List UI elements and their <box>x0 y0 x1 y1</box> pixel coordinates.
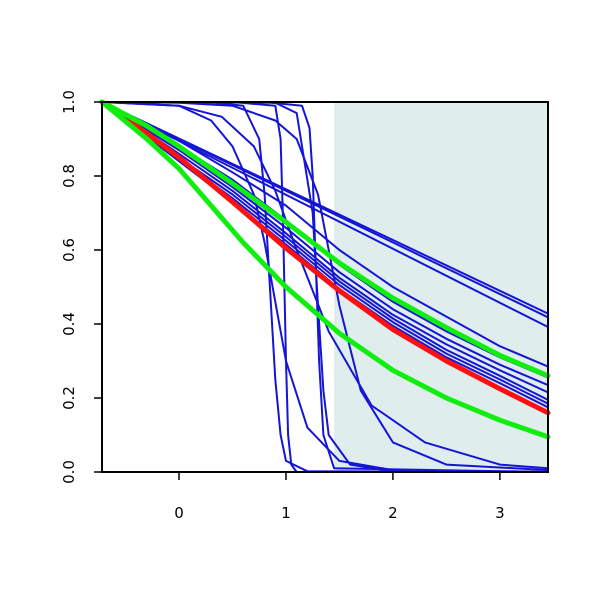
blue-series-line-16 <box>101 101 549 473</box>
x-tick-label: 2 <box>388 504 398 522</box>
plot-frame <box>101 101 549 473</box>
green-series-line-19 <box>99 99 551 379</box>
blue-series-line-12 <box>101 101 549 472</box>
blue-series-line-14 <box>101 101 549 473</box>
x-tick-label: 1 <box>281 504 291 522</box>
shaded-region <box>334 102 548 472</box>
y-tick-label: 0.4 <box>60 312 78 336</box>
y-tick-label: 0.2 <box>60 386 78 410</box>
y-tick-label: 0.0 <box>60 460 78 484</box>
blue-series-line-7 <box>101 101 549 394</box>
blue-series-line-2 <box>101 101 549 319</box>
blue-series-line-6 <box>101 101 549 387</box>
green-series-line-20 <box>99 99 551 440</box>
y-tick-label: 1.0 <box>60 90 78 114</box>
y-tick-label: 0.8 <box>60 164 78 188</box>
y-tick-label: 0.6 <box>60 238 78 262</box>
x-tick-label: 3 <box>495 504 505 522</box>
x-tick-label: 0 <box>174 504 184 522</box>
blue-series-line-11 <box>101 101 549 470</box>
blue-series-line-17 <box>101 101 549 473</box>
red-series-line-18 <box>99 99 551 416</box>
blue-series-line-4 <box>101 101 549 368</box>
